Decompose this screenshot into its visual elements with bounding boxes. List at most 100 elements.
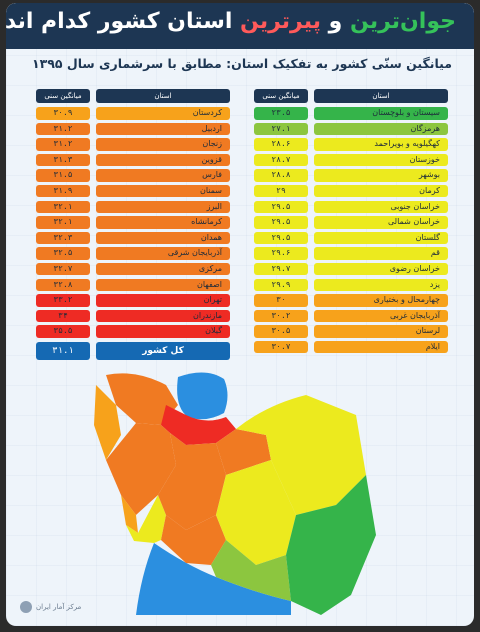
table-row: ۳۱.۹ سمنان: [36, 184, 242, 198]
table-row: ۳۱.۳ قزوین: [36, 153, 242, 167]
left-table: میانگین سنی استان ۳۰.۹ کردستان ۳۱.۲ اردبیل ۳…: [36, 89, 242, 341]
province-name: آذربایجان غربی: [314, 309, 448, 323]
left-table-rows: ۳۰.۹ کردستان ۳۱.۲ اردبیل ۳۱.۲ زنجان ۳۱.۳ قزوین ۳…: [36, 107, 242, 338]
table-row: ۲۸.۶ کهگیلویه و بویراحمد: [254, 138, 460, 151]
province-name: قم: [314, 247, 448, 260]
map-zagros: [121, 495, 138, 533]
table-row: ۳۴ مازندران: [36, 309, 242, 323]
left-table-header: میانگین سنی استان: [36, 89, 242, 103]
map-kerman: [216, 460, 296, 565]
avg-age-value: ۳۰.۵: [254, 325, 308, 338]
province-name: همدان: [96, 231, 230, 245]
table-row: ۳۲.۸ اصفهان: [36, 278, 242, 292]
avg-age-header: میانگین سنی: [36, 89, 90, 103]
map-northwest: [106, 373, 178, 425]
table-row: ۳۰.۵ لرستان: [254, 325, 460, 338]
table-row: ۲۹.۹ یزد: [254, 278, 460, 292]
table-row: ۲۹.۷ خراسان رضوی: [254, 262, 460, 276]
avg-age-value: ۳۰.۲: [254, 309, 308, 323]
province-name: سمنان: [96, 184, 230, 198]
avg-age-value: ۳۲.۷: [36, 262, 90, 276]
stats-center-logo-icon: [20, 601, 32, 613]
table-row: ۳۲.۵ آذربایجان شرقی: [36, 247, 242, 260]
right-table-header: میانگین سنی استان: [254, 89, 460, 103]
table-row: ۳۰.۷ ایلام: [254, 340, 460, 354]
table-row: ۳۲.۷ مرکزی: [36, 262, 242, 276]
province-name: مرکزی: [96, 262, 230, 276]
province-name: اصفهان: [96, 278, 230, 292]
province-name: خوزستان: [314, 153, 448, 167]
province-name: کرمان: [314, 184, 448, 198]
iran-map: [94, 372, 376, 615]
avg-age-value: ۳۳.۲: [36, 294, 90, 307]
table-row: ۲۹.۵ خراسان جنوبی: [254, 200, 460, 214]
title-and: و: [328, 9, 343, 34]
infographic: جوان‌ترین و پیرترین استان کشور کدام اند؟…: [6, 3, 474, 626]
province-name: چهارمحال و بختیاری: [314, 294, 448, 307]
avg-age-value: ۲۹.۷: [254, 262, 308, 276]
province-name: البرز: [96, 200, 230, 214]
right-table: میانگین سنی استان ۲۳.۵ سیستان و بلوچستان ۲…: [254, 89, 460, 357]
chart-subtitle: میانگین سنّی کشور به تفکیک استان: مطابق …: [31, 56, 452, 71]
table-row: ۳۳.۲ تهران: [36, 294, 242, 307]
province-name: تهران: [96, 294, 230, 307]
avg-age-header: میانگین سنی: [254, 89, 308, 103]
avg-age-value: ۳۱.۳: [36, 153, 90, 167]
source-logo-text: مرکز آمار ایران: [36, 603, 82, 611]
table-row: ۲۳.۵ سیستان و بلوچستان: [254, 107, 460, 120]
province-name: اردبیل: [96, 122, 230, 136]
map-caspian-provinces: [161, 405, 236, 445]
national-total-row: ۳۱.۱ کل کشور: [36, 342, 242, 360]
province-name: زنجان: [96, 138, 230, 151]
avg-age-value: ۳۱.۵: [36, 169, 90, 182]
avg-age-value: ۳۲.۱: [36, 216, 90, 229]
province-header: استان: [314, 89, 448, 103]
province-name: ایلام: [314, 340, 448, 354]
right-table-rows: ۲۳.۵ سیستان و بلوچستان ۲۷.۱ هرمزگان ۲۸.۶ کهگی…: [254, 107, 460, 354]
persian-gulf: [136, 543, 291, 615]
province-name: لرستان: [314, 325, 448, 338]
table-row: ۳۰ چهارمحال و بختیاری: [254, 294, 460, 307]
map-west: [106, 423, 176, 515]
avg-age-value: ۳۲.۱: [36, 200, 90, 214]
province-name: گیلان: [96, 325, 230, 338]
table-row: ۲۸.۷ خوزستان: [254, 153, 460, 167]
source-logo: مرکز آمار ایران: [20, 601, 81, 613]
map-khuzestan: [126, 495, 166, 543]
caspian-sea: [177, 372, 228, 420]
avg-age-value: ۳۰: [254, 294, 308, 307]
national-total-label: کل کشور: [96, 342, 230, 360]
title-oldest: پیرترین: [240, 9, 321, 34]
avg-age-value: ۳۱.۲: [36, 138, 90, 151]
avg-age-value: ۲۸.۶: [254, 138, 308, 151]
table-row: ۳۰.۲ آذربایجان غربی: [254, 309, 460, 323]
avg-age-value: ۳۵.۵: [36, 325, 90, 338]
province-name: آذربایجان شرقی: [96, 247, 230, 260]
table-row: ۳۱.۵ فارس: [36, 169, 242, 182]
map-west-azerbaijan: [94, 385, 121, 460]
province-name: هرمزگان: [314, 122, 448, 136]
province-name: کردستان: [96, 107, 230, 120]
avg-age-value: ۲۹: [254, 184, 308, 198]
table-row: ۳۵.۵ گیلان: [36, 325, 242, 338]
avg-age-value: ۲۸.۷: [254, 153, 308, 167]
page-title: جوان‌ترین و پیرترین استان کشور کدام اند؟: [6, 9, 456, 34]
table-row: ۲۹ کرمان: [254, 184, 460, 198]
avg-age-value: ۲۹.۹: [254, 278, 308, 292]
province-name: یزد: [314, 278, 448, 292]
map-hormozgan: [211, 540, 291, 601]
province-name: سیستان و بلوچستان: [314, 107, 448, 120]
province-header: استان: [96, 89, 230, 103]
avg-age-value: ۳۱.۲: [36, 122, 90, 136]
title-banner: جوان‌ترین و پیرترین استان کشور کدام اند؟: [6, 3, 474, 49]
map-khorasan: [236, 395, 366, 515]
map-semnan: [216, 429, 271, 475]
avg-age-value: ۲۹.۶: [254, 247, 308, 260]
avg-age-value: ۳۲.۳: [36, 231, 90, 245]
table-row: ۲۸.۸ بوشهر: [254, 169, 460, 182]
avg-age-value: ۳۴: [36, 309, 90, 323]
avg-age-value: ۲۳.۵: [254, 107, 308, 120]
province-name: قزوین: [96, 153, 230, 167]
province-name: فارس: [96, 169, 230, 182]
avg-age-value: ۲۹.۵: [254, 216, 308, 229]
